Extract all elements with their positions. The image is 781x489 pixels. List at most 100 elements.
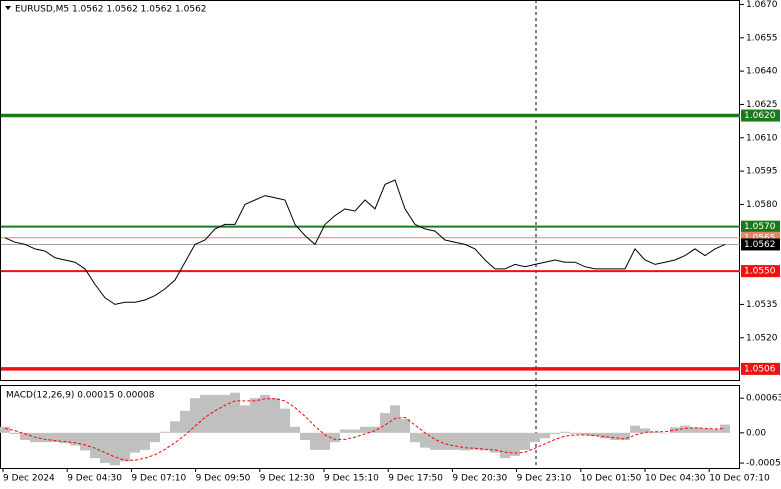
- level-label: 1.0570: [744, 222, 776, 232]
- level-label-box: [741, 265, 780, 278]
- x-tick-label: 10 Dec 01:50: [581, 474, 642, 484]
- x-tick-label: 9 Dec 15:10: [324, 474, 379, 484]
- y-tick-label: 0.00063: [746, 394, 781, 404]
- macd-bar: [0, 426, 10, 433]
- macd-bar: [710, 429, 720, 433]
- macd-bar: [490, 432, 500, 453]
- level-label-box: [741, 109, 780, 122]
- macd-bar: [200, 394, 210, 433]
- x-tick-label: 9 Dec 09:50: [196, 474, 251, 484]
- macd-bar: [190, 398, 200, 433]
- y-tick-label: 1.0595: [746, 167, 778, 177]
- macd-bar: [540, 432, 550, 439]
- macd-bar: [420, 432, 430, 448]
- last-price-label: 1.0562: [744, 240, 776, 250]
- macd-bar: [20, 432, 30, 440]
- macd-bar: [520, 432, 530, 450]
- macd-bar: [650, 431, 660, 433]
- macd-bar: [470, 432, 480, 450]
- price-title: EURUSD,M5 1.0562 1.0562 1.0562 1.0562: [15, 5, 207, 15]
- macd-bar: [240, 405, 250, 433]
- x-tick-label: 9 Dec 12:30: [260, 474, 315, 484]
- macd-bar: [280, 408, 290, 433]
- macd-bar: [680, 425, 690, 433]
- macd-bar: [600, 432, 610, 439]
- macd-bar: [290, 426, 300, 433]
- macd-bar: [140, 432, 150, 450]
- macd-title: MACD(12,26,9) 0.00015 0.00008: [6, 391, 155, 401]
- macd-bar: [260, 394, 270, 433]
- macd-bar: [430, 432, 440, 450]
- macd-bar: [660, 432, 670, 434]
- x-tick-label: 9 Dec 23:10: [517, 474, 572, 484]
- y-tick-label: 1.0655: [746, 33, 778, 43]
- y-tick-label: 1.0640: [746, 67, 778, 77]
- macd-bar: [80, 432, 90, 451]
- y-tick-label: 1.0535: [746, 300, 778, 310]
- macd-bar: [530, 432, 540, 443]
- x-tick-label: 9 Dec 07:10: [131, 474, 186, 484]
- macd-bar: [270, 398, 280, 433]
- x-tick-label: 9 Dec 04:30: [67, 474, 122, 484]
- macd-bar: [370, 426, 380, 433]
- macd-bar: [340, 429, 350, 433]
- macd-bar: [220, 394, 230, 433]
- macd-bar: [130, 432, 140, 453]
- macd-bar: [610, 432, 620, 440]
- macd-bar: [460, 432, 470, 451]
- macd-bar: [10, 432, 20, 434]
- menu-arrow: [5, 6, 11, 10]
- macd-bar: [70, 432, 80, 446]
- macd-bar: [180, 410, 190, 433]
- level-label: 1.0550: [744, 267, 776, 277]
- macd-bar: [500, 432, 510, 459]
- macd-bar: [250, 398, 260, 433]
- macd-bar: [510, 432, 520, 456]
- macd-bar: [170, 421, 180, 433]
- macd-bar: [700, 428, 710, 433]
- macd-bar: [120, 432, 130, 462]
- macd-bar: [640, 428, 650, 433]
- macd-bar: [450, 432, 460, 450]
- macd-bar: [690, 427, 700, 433]
- macd-bar: [360, 426, 370, 433]
- y-tick-label: 1.0520: [746, 333, 778, 343]
- y-tick-label: 1.0610: [746, 133, 778, 143]
- y-tick-label: 1.0625: [746, 100, 778, 110]
- macd-bar: [310, 432, 320, 450]
- macd-bar: [570, 432, 580, 434]
- last-price-box: [741, 238, 780, 251]
- price-line: [4, 179, 726, 305]
- macd-bar: [580, 432, 590, 436]
- x-tick-label: 10 Dec 07:10: [709, 474, 770, 484]
- macd-bar: [330, 432, 340, 443]
- signal-line: [4, 398, 726, 461]
- macd-bar: [560, 431, 570, 433]
- y-tick-label: 1.0670: [746, 0, 778, 10]
- macd-bar: [410, 432, 420, 443]
- macd-bar: [380, 413, 390, 433]
- x-tick-label: 9 Dec 20:30: [452, 474, 507, 484]
- y-tick-label: 1.0580: [746, 200, 778, 210]
- macd-bar: [110, 432, 120, 466]
- macd-bar: [60, 432, 70, 444]
- macd-bar: [630, 425, 640, 433]
- level-label: 1.0565: [744, 233, 776, 243]
- macd-bar: [100, 432, 110, 464]
- macd-bar: [210, 394, 220, 433]
- price-frame: [0, 0, 740, 381]
- macd-bar: [230, 392, 240, 433]
- y-tick-label: -0.00055: [746, 459, 781, 469]
- macd-bar: [160, 431, 170, 433]
- macd-bar: [150, 432, 160, 443]
- x-tick-label: 10 Dec 04:30: [645, 474, 706, 484]
- y-tick-label: 0.00: [746, 428, 766, 438]
- macd-bar: [480, 432, 490, 451]
- macd-bar: [90, 432, 100, 459]
- macd-bar: [300, 432, 310, 440]
- x-tick-label: 9 Dec 2024: [3, 474, 55, 484]
- x-tick-label: 9 Dec 17:50: [388, 474, 443, 484]
- level-label-box: [741, 362, 780, 375]
- macd-bar: [550, 432, 560, 434]
